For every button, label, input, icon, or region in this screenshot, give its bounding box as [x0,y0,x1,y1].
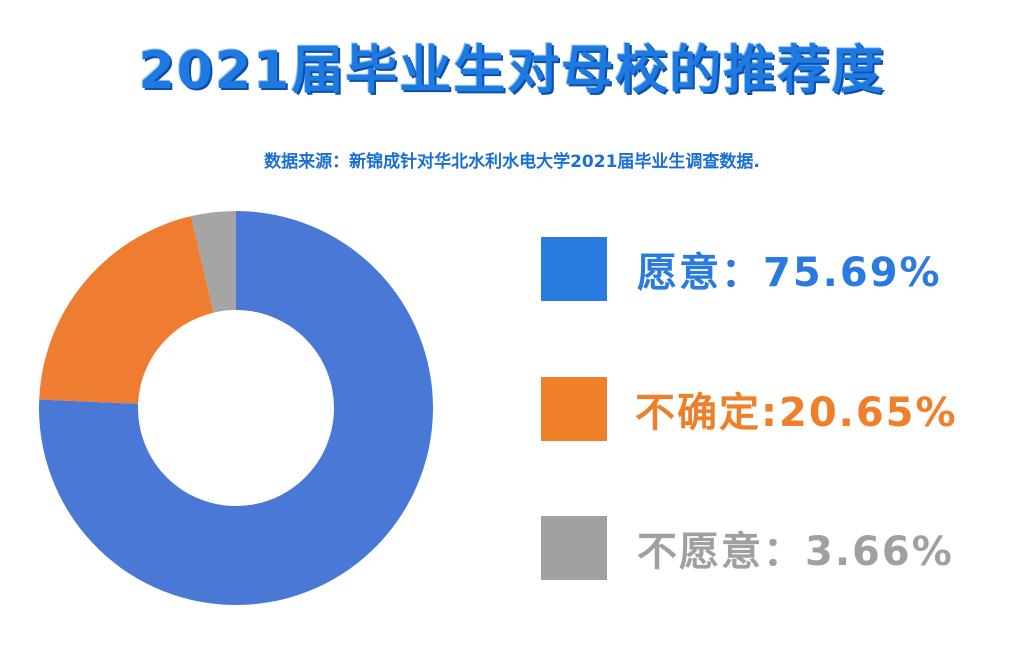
legend-label: 不确定:20.65% [635,390,958,436]
legend-item-willing: 愿意：75.69% [541,237,942,301]
legend-item-unwilling: 不愿意：3.66% [541,516,954,580]
legend-swatch [541,237,607,301]
legend-label: 愿意：75.69% [637,250,942,296]
legend-swatch [541,516,607,580]
donut-chart [38,211,433,605]
legend-swatch [541,377,607,441]
chart-subtitle: 数据来源：新锦成针对华北水利水电大学2021届毕业生调查数据. [264,152,760,172]
legend-label: 不愿意：3.66% [637,529,954,575]
chart-title: 2021届毕业生对母校的推荐度 [138,41,886,101]
donut-slice-0 [38,211,433,605]
donut-slice-1 [39,216,214,404]
donut-slice-2 [191,211,236,313]
legend-item-uncertain: 不确定:20.65% [541,377,958,441]
